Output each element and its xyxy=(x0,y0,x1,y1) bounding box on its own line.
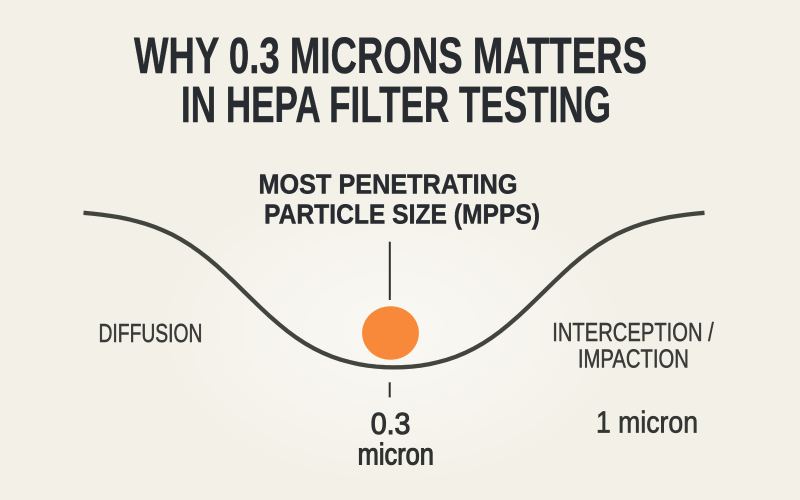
svg-text:WHY 0.3 MICRONS MATTERS: WHY 0.3 MICRONS MATTERS xyxy=(134,27,647,84)
svg-text:micron: micron xyxy=(358,438,434,472)
svg-text:INTERCEPTION /: INTERCEPTION / xyxy=(552,319,714,347)
svg-text:DIFFUSION: DIFFUSION xyxy=(99,320,203,348)
svg-text:0.3: 0.3 xyxy=(371,407,411,441)
svg-text:1 micron: 1 micron xyxy=(596,405,698,439)
svg-text:PARTICLE SIZE (MPPS): PARTICLE SIZE (MPPS) xyxy=(264,199,540,230)
svg-text:MOST PENETRATING: MOST PENETRATING xyxy=(259,169,518,200)
svg-text:IN HEPA FILTER TESTING: IN HEPA FILTER TESTING xyxy=(181,76,611,133)
svg-text:IMPACTION: IMPACTION xyxy=(578,345,689,373)
